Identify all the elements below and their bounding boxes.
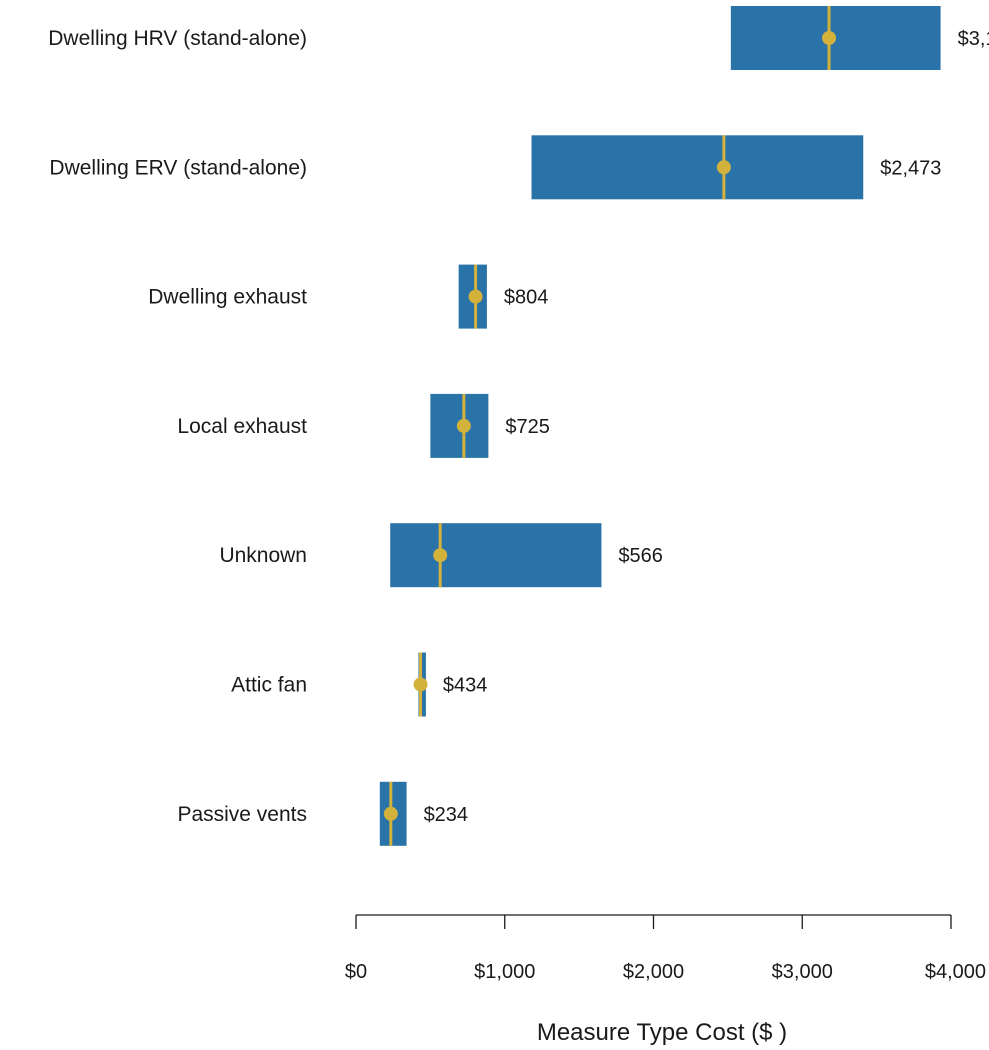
x-axis-title: Measure Type Cost ($ ): [537, 1019, 787, 1046]
median-point: [383, 806, 398, 821]
x-tick-label: $3,000: [772, 961, 833, 983]
median-point: [468, 289, 483, 304]
chart-row: Dwelling ERV (stand-alone) $2,473: [49, 135, 941, 200]
median-point: [716, 160, 731, 175]
value-label: $2,473: [880, 157, 941, 179]
chart-rows: Dwelling HRV (stand-alone)$3,180Dwelling…: [48, 6, 989, 846]
range-bar: [531, 135, 864, 200]
value-label: $3,180: [958, 28, 989, 50]
category-label: Attic fan: [231, 674, 307, 697]
value-label: $804: [504, 287, 549, 309]
range-bar: [390, 523, 602, 588]
median-point: [433, 548, 448, 563]
median-point: [456, 418, 471, 433]
x-axis: $0 $1,000 $2,000 $3,000 $4,000: [345, 914, 986, 983]
chart-row: Attic fan $434: [231, 652, 488, 717]
x-tick-label: $2,000: [623, 961, 684, 983]
category-label: Unknown: [219, 544, 307, 567]
category-label: Dwelling ERV (stand-alone): [49, 156, 307, 179]
value-label: $234: [424, 804, 469, 826]
value-label: $725: [505, 416, 550, 438]
median-point: [822, 31, 837, 45]
chart-row: Local exhaust $725: [177, 393, 550, 458]
chart-row: Dwelling HRV (stand-alone) $3,180: [48, 6, 989, 70]
category-label: Passive vents: [177, 803, 307, 826]
chart-row: Dwelling exhaust $804: [148, 264, 549, 329]
chart-row: Unknown $566: [219, 523, 663, 588]
value-label: $566: [618, 545, 663, 567]
value-label: $434: [443, 675, 488, 697]
category-label: Local exhaust: [177, 415, 307, 438]
category-label: Dwelling exhaust: [148, 286, 307, 309]
category-label: Dwelling HRV (stand-alone): [48, 27, 307, 50]
chart-row: Passive vents $234: [177, 781, 469, 846]
median-point: [413, 677, 428, 692]
x-tick-label: $4,000: [925, 961, 986, 983]
x-tick-label: $1,000: [474, 961, 535, 983]
x-tick-label: $0: [345, 961, 367, 983]
